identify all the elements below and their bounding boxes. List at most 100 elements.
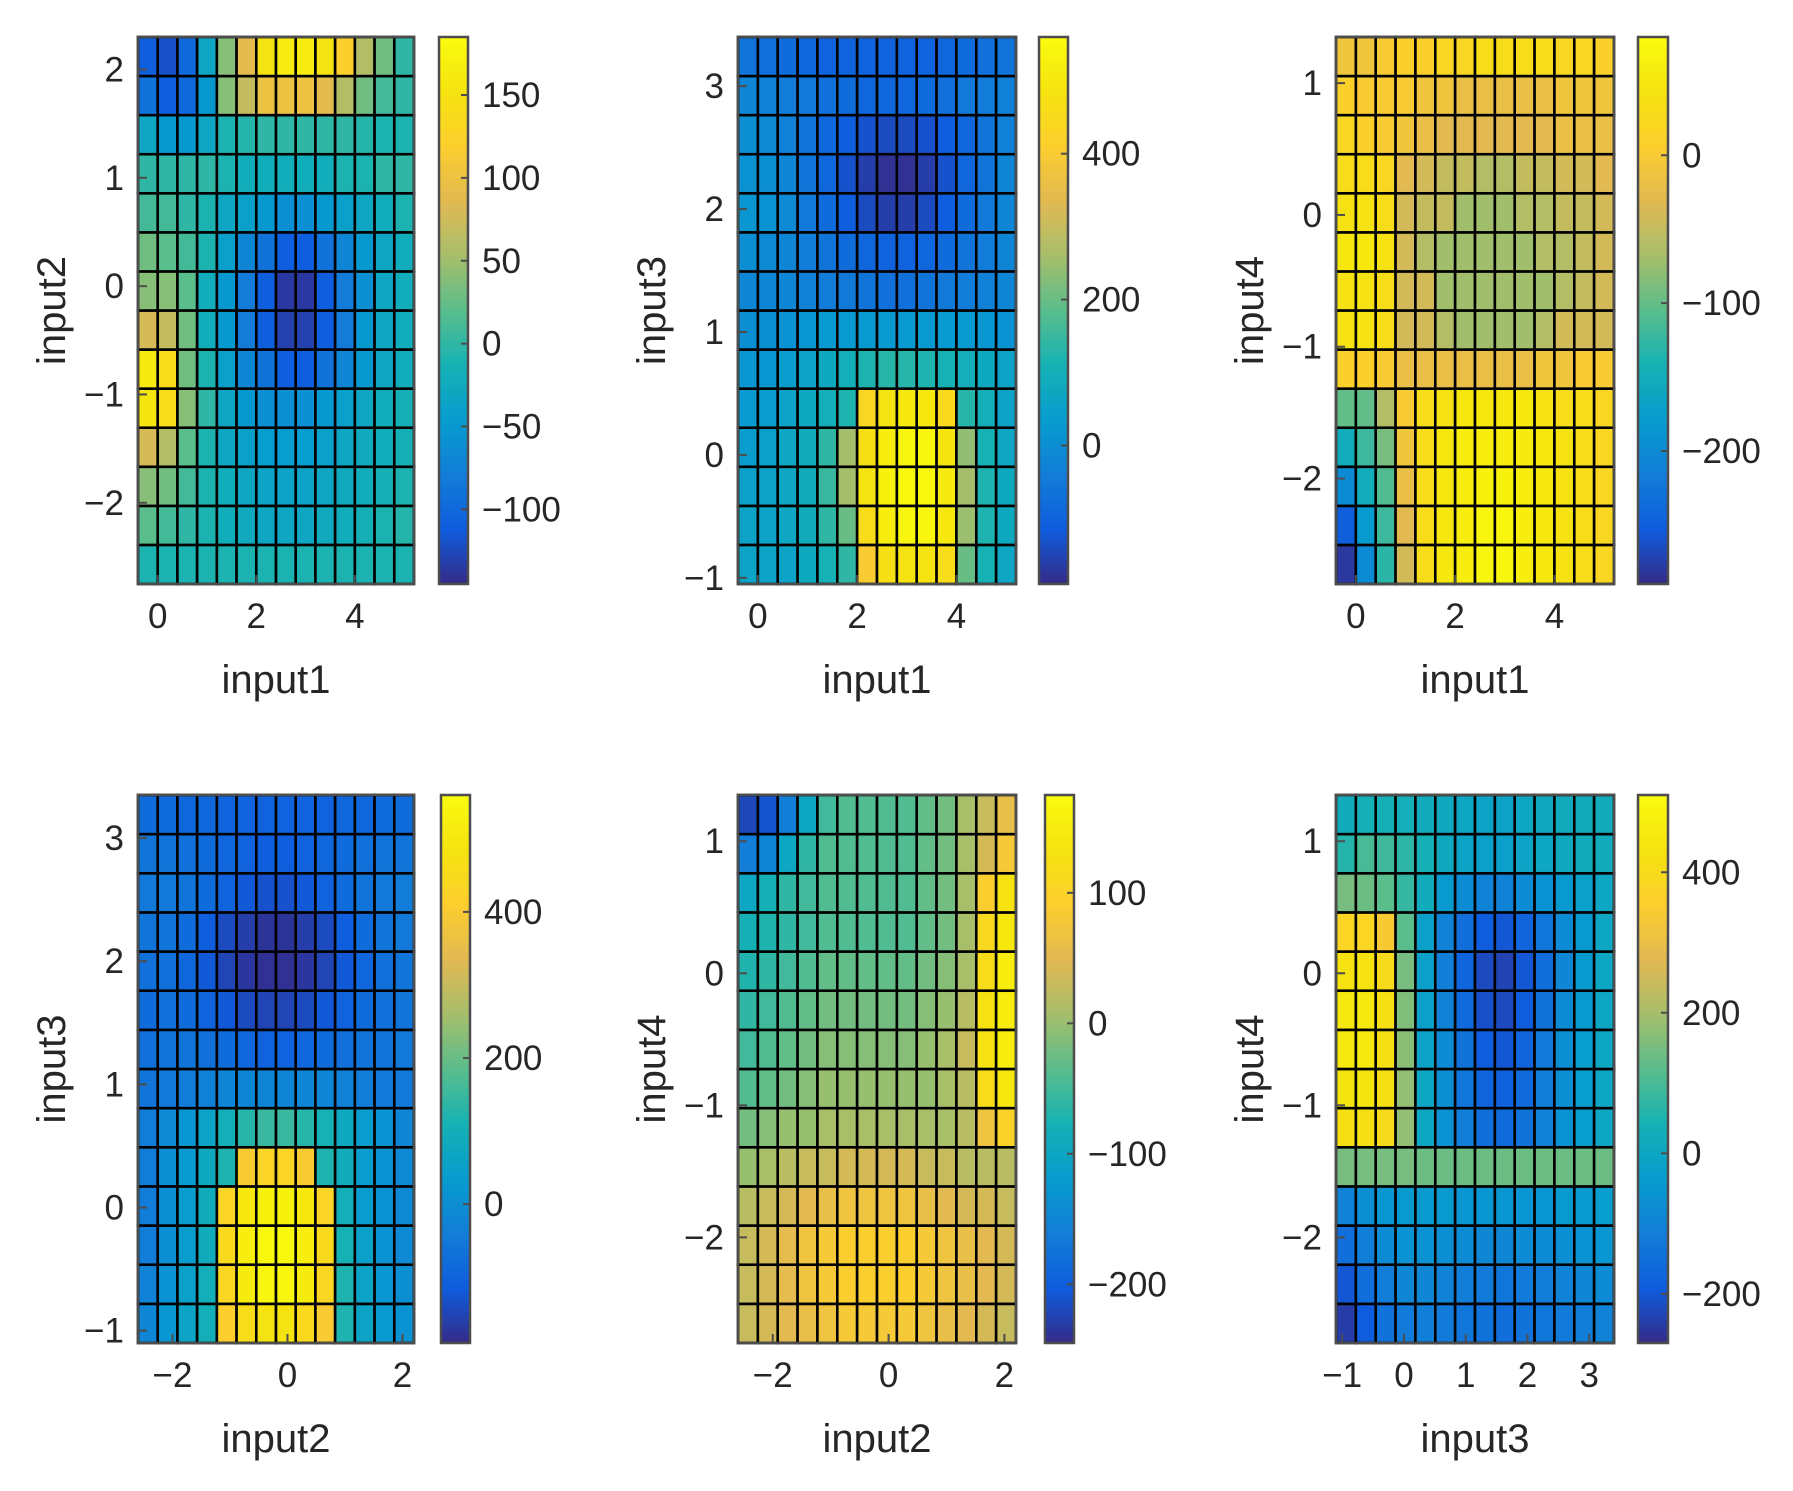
colorbar-slice (1638, 1260, 1668, 1266)
heatmap-cell-r9-c13 (1592, 191, 1616, 234)
heatmap-cell-r4-c3 (195, 387, 219, 430)
heatmap-cell-r3-c8 (895, 1185, 919, 1227)
colorbar-slice (1039, 155, 1068, 161)
colorbar-slice (1045, 959, 1074, 965)
heatmap-cell-r8-c6 (855, 231, 879, 273)
colorbar-slice (441, 1338, 470, 1344)
heatmap-cell-r6-c8 (294, 1067, 317, 1110)
heatmap-cell-r6-c0 (736, 1067, 760, 1110)
heatmap-cell-r12-c9 (1513, 832, 1536, 875)
axes-frame (736, 793, 1018, 1345)
y-tick-label: 0 (705, 436, 724, 475)
colorbar-slice (1039, 460, 1068, 467)
colorbar-slice (439, 55, 468, 61)
colorbar-slice (439, 479, 468, 485)
colorbar-slice (1039, 59, 1068, 65)
colorbar-slice (439, 255, 468, 261)
heatmap-cell-r11-c12 (373, 113, 396, 156)
heatmap-cell-r12-c13 (392, 74, 416, 117)
colorbar-slice (439, 342, 468, 348)
heatmap-cell-r1-c10 (935, 504, 958, 547)
colorbar-slice (1638, 822, 1668, 828)
heatmap-cell-r0-c12 (974, 543, 998, 586)
colorbar-slice (439, 424, 468, 430)
colorbar-slice (1039, 392, 1068, 398)
heatmap-cell-r3-c6 (1453, 426, 1477, 469)
heatmap-cell-r0-c11 (1553, 543, 1576, 586)
heatmap-cell-r2-c8 (895, 1224, 919, 1267)
colorbar-slice (441, 1292, 470, 1298)
colorbar-slice (441, 1329, 470, 1335)
heatmap-cell-r5-c12 (1572, 348, 1596, 390)
heatmap-cell-r12-c5 (1433, 74, 1457, 117)
heatmap-cell-r9-c0 (736, 950, 760, 993)
heatmap-cell-r1-c3 (1394, 1263, 1417, 1306)
heatmap-cell-r0-c5 (835, 1302, 859, 1345)
heatmap-cell-r10-c2 (776, 152, 799, 195)
heatmap-cell-r10-c8 (294, 911, 317, 953)
heatmap-cell-r0-c3 (796, 1302, 819, 1345)
heatmap-cell-r4-c8 (1493, 1145, 1517, 1188)
heatmap-cell-r3-c9 (1513, 1185, 1536, 1227)
heatmap-cell-r7-c7 (1473, 1028, 1497, 1071)
colorbar-slice (441, 881, 470, 887)
colorbar-slice (441, 1055, 470, 1061)
heatmap-cell-r0-c1 (756, 543, 780, 586)
heatmap-cell-r6-c12 (373, 1067, 396, 1110)
heatmap-cell-r6-c6 (855, 1067, 879, 1110)
colorbar-slice (1638, 1078, 1668, 1084)
heatmap-cell-r3-c6 (254, 1185, 278, 1227)
heatmap-cell-r9-c4 (215, 950, 238, 993)
colorbar-slice (1045, 836, 1074, 842)
heatmap-cell-r0-c5 (235, 543, 258, 586)
heatmap-cell-r1-c11 (353, 504, 376, 547)
colorbar-slice (441, 1123, 470, 1129)
heatmap-cell-r10-c11 (1553, 911, 1576, 953)
heatmap-cell-r3-c1 (1354, 1185, 1378, 1227)
colorbar-slice (1045, 1078, 1074, 1084)
colorbar-slice (1638, 1055, 1668, 1061)
heatmap-cell-r9-c3 (796, 191, 819, 234)
colorbar-slice (1638, 73, 1668, 79)
heatmap-cell-r1-c3 (1394, 504, 1417, 547)
heatmap-cell-r8-c11 (955, 989, 978, 1032)
heatmap-cell-r7-c0 (136, 1028, 160, 1071)
heatmap-cell-r5-c0 (136, 348, 160, 390)
heatmap-cell-r0-c10 (1533, 543, 1556, 586)
colorbar-slice (441, 1009, 470, 1015)
heatmap-cell-r0-c7 (1473, 543, 1497, 586)
heatmap-cell-r0-c10 (333, 1302, 357, 1345)
colorbar-slice (1045, 1187, 1074, 1193)
colorbar-slice (439, 191, 468, 198)
colorbar-slice (439, 556, 468, 562)
heatmap-cell-r2-c2 (776, 1224, 799, 1267)
heatmap-cell-r6-c13 (1592, 309, 1616, 351)
heatmap-cell-r9-c2 (1374, 191, 1397, 234)
heatmap-cell-r6-c13 (994, 309, 1018, 351)
heatmap-cell-r0-c4 (1414, 1302, 1437, 1345)
colorbar-slice (1045, 1014, 1074, 1020)
heatmap-cell-r12-c7 (875, 74, 899, 117)
colorbar-slice (1638, 479, 1668, 485)
heatmap-cell-r2-c10 (1533, 1224, 1556, 1267)
heatmap-cell-r12-c6 (1453, 832, 1477, 875)
heatmap-cell-r11-c9 (1513, 871, 1536, 914)
colorbar-slice (1638, 424, 1668, 430)
heatmap-cell-r13-c12 (1572, 35, 1596, 78)
colorbar-slice (1638, 817, 1668, 823)
colorbar-slice (1039, 301, 1068, 307)
heatmap-cell-r2-c2 (776, 465, 799, 508)
heatmap-cell-r9-c9 (915, 191, 938, 234)
heatmap-cell-r0-c3 (195, 543, 219, 586)
colorbar-slice (441, 1073, 470, 1079)
colorbar-slice (1039, 310, 1068, 316)
heatmap-cell-r4-c1 (1354, 1145, 1378, 1188)
heatmap-cell-r11-c9 (915, 871, 938, 914)
heatmap-cell-r2-c11 (353, 465, 376, 508)
heatmap-cell-r3-c13 (1592, 1185, 1616, 1227)
colorbar-slice (1039, 451, 1068, 457)
heatmap-cell-r10-c10 (333, 911, 357, 953)
heatmap-cell-r11-c2 (176, 113, 199, 156)
heatmap-cell-r4-c4 (215, 1145, 238, 1188)
